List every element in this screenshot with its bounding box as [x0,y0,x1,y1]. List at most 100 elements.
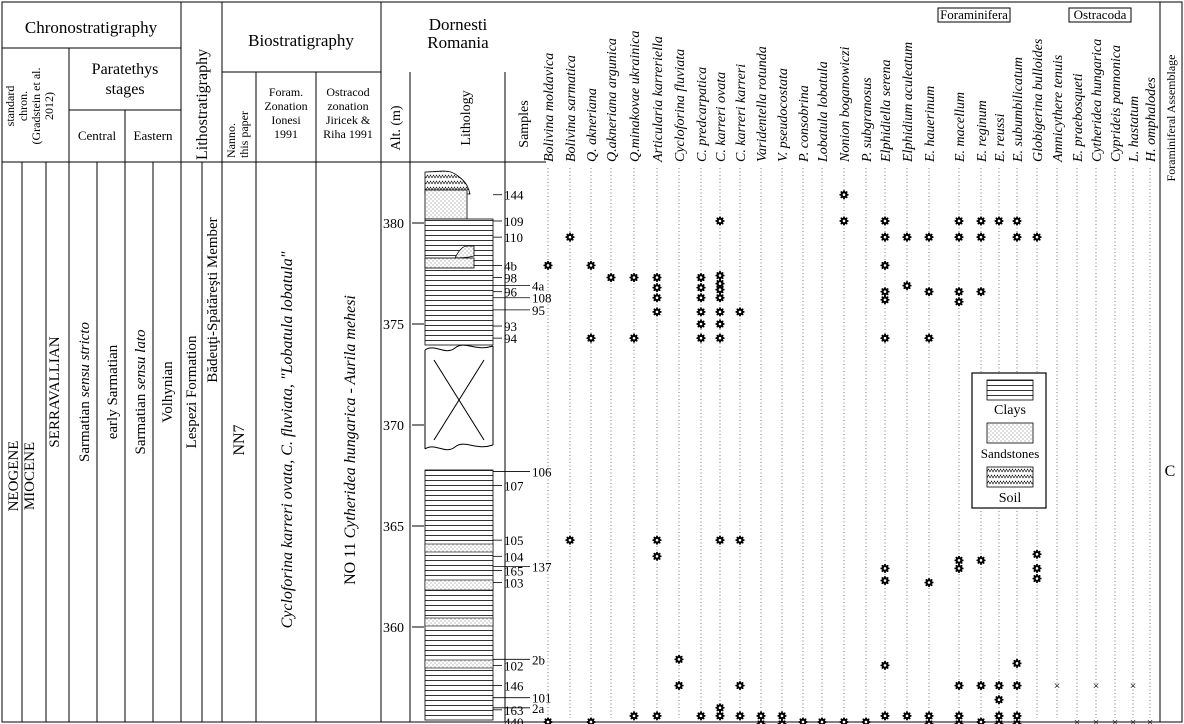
foram-occurrence-mark [880,232,890,242]
sandstone-swatch [986,422,1034,444]
early-sarmatian-label: early Sarmatian [105,344,121,439]
sample-label: 101 [532,691,552,706]
ostracod-occurrence-mark: × [1112,715,1119,724]
foram-occurrence-mark [880,216,890,226]
miocene-label: MIOCENE [22,442,38,510]
foram-occurrence-mark [880,295,890,305]
foram-occurrence-mark [954,287,964,297]
sample-label: 107 [504,479,524,494]
foraminifera-group-label: Foraminifera [940,7,1008,22]
standard-chron-label: chron. [16,91,30,121]
foram-occurrence-mark [652,283,662,293]
taxon-name: E. macellum [953,92,968,163]
foram-occurrence-mark [976,555,986,565]
foram-occurrence-mark [902,281,912,291]
foram-occurrence-mark [735,711,745,721]
soil-layer [424,170,471,195]
foram-occurrence-mark [924,719,934,724]
foram-occurrence-mark [629,333,639,343]
foram-occurrence-mark [976,216,986,226]
taxon-name: Globigerina bulloides [1031,38,1046,162]
alt-tick-label: 355 [383,722,404,724]
sample-label: 440 [504,715,524,724]
biostratigraphy-title: Biostratigraphy [248,31,354,50]
foram-occurrence-mark [976,717,986,724]
foram-occurrence-mark [880,575,890,586]
taxon-name: C. karreri ovata [714,72,729,162]
foram-occurrence-mark [839,216,849,226]
serravallian-label: SERRAVALLIAN [47,336,63,447]
foram-occurrence-mark [777,711,787,721]
sample-label: 96 [504,285,518,300]
sample-label: 106 [532,464,552,479]
alt-tick-label: 380 [383,217,404,232]
paratethys-label: stages [105,81,144,98]
occurrence-marks: × × × × × × × × [543,190,1153,724]
ostracod-occurrence-mark: × [1130,715,1137,724]
strat-column-labels: NEOGENE MIOCENE SERRAVALLIAN Sarmatian s… [6,217,1175,628]
paratethys-label: Paratethys [92,61,159,78]
taxon-name: C. predcarpatica [695,67,710,162]
ostracod-occurrence-mark: × [1093,715,1100,724]
sample-label: 104 [504,549,524,564]
gap-no-exposure [424,344,494,451]
foram-occurrence-mark [715,307,725,317]
sample-label: 4b [504,258,517,273]
taxon-name: Elphidiella serena [879,59,894,163]
foram-occurrence-mark [839,190,849,200]
foram-zone-label: Cycloforina karreri ovata, C. fluviata, … [279,251,296,628]
standard-chron-label: standard [3,86,17,127]
alt-tick-label: 365 [383,520,404,535]
foram-occurrence-mark [606,272,616,283]
foram-occurrence-mark [756,719,766,724]
sample-label: 163 [504,703,524,718]
sandstone-layer [424,189,468,220]
foram-occurrence-mark [715,703,725,713]
foram-occurrence-mark [715,285,725,295]
header-labels: Chronostratigraphy standard chron. (Grad… [3,7,1178,181]
taxon-name: E. praebosqueti [1071,73,1086,163]
ostracod-zonation-label: Jiricek & [326,113,371,127]
soil-swatch [986,466,1034,488]
foram-occurrence-mark [756,711,766,721]
foram-occurrence-mark [1012,711,1022,721]
sample-label: 108 [532,291,552,306]
foram-occurrence-mark [902,232,912,242]
clay-layer [424,218,494,346]
clay-layer [424,469,494,721]
foram-occurrence-mark [715,293,725,303]
foram-occurrence-mark [586,333,596,343]
foram-occurrence-mark [543,717,553,724]
member-label: Bădeuţi-Spătăreşti Member [205,217,221,382]
sample-label: 165 [504,563,524,578]
taxon-name: E. reussi [993,113,1008,163]
taxon-name: Cytheridea hungarica [1090,39,1105,162]
foram-occurrence-mark [735,307,745,317]
taxon-name: H. omphalodes [1144,77,1159,163]
lithology-label: Lithology [459,90,474,145]
legend-soil: Soil [999,491,1022,506]
foram-occurrence-mark [696,319,706,329]
volhynian-label: Volhynian [160,361,176,423]
sandstone-band [424,543,494,553]
foram-occurrence-mark [674,680,684,691]
sample-label: 2a [532,701,545,716]
taxon-name: Cycloforina fluviata [673,49,688,162]
foram-occurrence-mark [652,535,662,545]
sandstone-layer [424,257,475,269]
foram-occurrence-mark [1012,658,1022,668]
foram-occurrence-mark [586,260,596,271]
sample-label: 95 [532,303,545,318]
foram-occurrence-mark [652,711,662,721]
ostracod-occurrence-mark: × [1054,679,1061,693]
sample-label: 109 [504,214,524,229]
foram-occurrence-mark [715,333,725,343]
foram-occurrence-mark [880,711,890,721]
foram-occurrence-mark [817,717,827,724]
taxa-range-lines [547,168,1151,718]
foram-occurrence-mark [629,711,639,721]
foram-occurrence-mark [880,660,890,670]
foram-occurrence-mark [798,717,808,724]
